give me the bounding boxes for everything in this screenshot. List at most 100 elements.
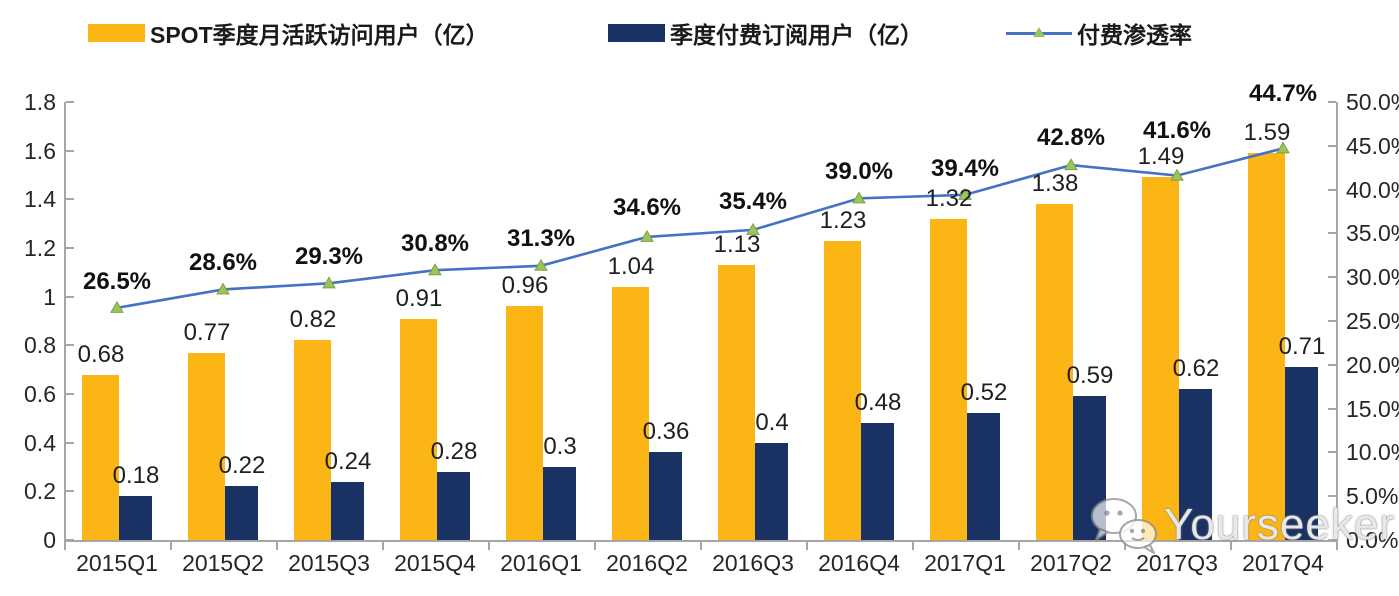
x-axis-tick — [382, 542, 384, 550]
x-axis-tick — [488, 542, 490, 550]
right-axis-tick-label: 25.0% — [1346, 308, 1399, 334]
left-axis-tick-label: 1.4 — [24, 186, 56, 213]
bar-label-mau: 0.96 — [501, 272, 549, 300]
left-axis-tick-label: 0 — [43, 527, 56, 553]
right-axis-tick-label: 10.0% — [1346, 439, 1399, 466]
left-axis-tick — [66, 247, 74, 249]
left-axis-line — [64, 102, 66, 540]
penetration-pct-label: 39.0% — [824, 158, 894, 186]
right-axis-tick-label: 35.0% — [1346, 220, 1399, 247]
x-axis-line — [64, 540, 1338, 542]
left-axis-tick-label: 0.4 — [24, 429, 56, 456]
x-axis-tick — [276, 542, 278, 550]
x-axis-category-label: 2017Q2 — [1030, 550, 1112, 576]
legend-label-subs: 季度付费订阅用户（亿） — [670, 22, 923, 48]
bar-label-subs: 0.52 — [960, 379, 1008, 407]
x-axis-category-label: 2016Q1 — [500, 550, 582, 576]
right-axis-tick — [1328, 188, 1336, 191]
x-axis-category-label: 2016Q3 — [712, 550, 794, 576]
x-axis-tick — [170, 542, 172, 550]
legend-item-penetration: 付费渗透率 — [1006, 20, 1192, 48]
penetration-pct-label: 39.4% — [930, 154, 1000, 182]
bar-label-subs: 0.28 — [430, 437, 478, 465]
bar-label-subs: 0.24 — [324, 447, 372, 475]
x-axis-tick — [594, 542, 596, 550]
x-axis-tick — [1018, 542, 1020, 550]
bar-subs — [119, 496, 152, 540]
bar-subs — [331, 481, 364, 540]
x-axis-tick — [1230, 542, 1232, 550]
right-axis-tick-label: 30.0% — [1346, 264, 1399, 291]
right-axis-tick-label: 0.0% — [1346, 527, 1399, 553]
bar-subs — [1285, 367, 1318, 540]
left-axis-tick-label: 1.8 — [24, 89, 56, 115]
bar-subs — [861, 423, 894, 540]
penetration-pct-label: 31.3% — [506, 224, 576, 252]
right-axis-tick-label: 50.0% — [1346, 89, 1399, 115]
line-marker-icon — [216, 282, 230, 295]
bar-label-mau: 0.77 — [183, 318, 231, 346]
left-axis-tick — [66, 393, 74, 395]
left-axis-tick — [66, 295, 74, 298]
x-axis-tick — [806, 542, 808, 550]
right-axis-tick — [1328, 320, 1336, 322]
bar-label-subs: 0.62 — [1172, 355, 1220, 383]
bar-label-mau: 1.04 — [607, 252, 655, 280]
bar-label-mau: 0.91 — [395, 284, 443, 312]
legend-item-mau: SPOT季度月活跃访问用户（亿） — [88, 20, 489, 48]
penetration-pct-label: 42.8% — [1036, 124, 1106, 152]
left-axis-tick — [66, 344, 74, 347]
right-axis-tick — [1328, 144, 1336, 147]
left-axis-tick — [66, 149, 74, 152]
right-axis-tick-label: 5.0% — [1346, 483, 1399, 510]
bar-label-subs: 0.3 — [543, 433, 577, 460]
bar-subs — [1179, 389, 1212, 540]
right-axis-tick — [1328, 451, 1336, 454]
x-axis-category-label: 2016Q4 — [818, 550, 900, 576]
x-axis-tick — [1124, 542, 1126, 550]
bar-subs — [543, 467, 576, 540]
x-axis-category-label: 2015Q1 — [76, 550, 158, 576]
left-axis-tick — [66, 101, 74, 103]
right-axis-tick-label: 15.0% — [1346, 395, 1399, 422]
penetration-line — [116, 147, 1284, 310]
line-marker-icon — [1064, 158, 1078, 171]
right-axis-tick — [1328, 363, 1336, 366]
left-axis-tick — [66, 198, 74, 201]
subs-series-swatch — [608, 24, 665, 42]
mau-series-swatch — [88, 24, 145, 42]
bar-label-subs: 0.4 — [755, 408, 789, 436]
line-marker-icon — [640, 229, 654, 242]
left-axis-tick-label: 1 — [43, 283, 56, 310]
x-axis-tick — [64, 542, 66, 550]
left-axis-tick — [66, 490, 74, 493]
bar-label-subs: 0.48 — [854, 389, 902, 417]
legend-item-subs: 季度付费订阅用户（亿） — [608, 20, 923, 48]
watermark-text: Yourseeker — [1164, 500, 1395, 549]
bar-label-mau: 1.59 — [1243, 119, 1291, 147]
right-axis-tick — [1328, 232, 1336, 235]
left-axis-tick — [66, 441, 74, 444]
penetration-pct-label: 30.8% — [400, 230, 470, 258]
left-axis-tick-label: 0.2 — [24, 478, 56, 505]
bar-label-mau: 0.68 — [77, 340, 125, 368]
bar-mau — [506, 306, 543, 540]
bar-subs — [967, 413, 1000, 540]
x-axis-category-label: 2016Q2 — [606, 550, 688, 576]
left-axis-tick-label: 1.6 — [24, 137, 56, 164]
bar-mau — [188, 352, 225, 540]
x-axis-tick — [912, 542, 914, 550]
left-axis-tick-label: 0.8 — [24, 332, 56, 359]
x-axis-category-label: 2017Q3 — [1136, 550, 1218, 576]
left-axis-tick-label: 1.2 — [24, 235, 56, 261]
legend-label-mau: SPOT季度月活跃访问用户（亿） — [150, 22, 489, 48]
penetration-pct-label: 44.7% — [1248, 80, 1318, 108]
penetration-line-swatch — [1006, 24, 1072, 42]
bar-label-mau: 0.82 — [289, 306, 337, 334]
x-axis-category-label: 2015Q2 — [182, 550, 264, 576]
bar-label-mau: 1.13 — [713, 231, 761, 259]
bar-mau — [82, 374, 119, 540]
bar-subs — [649, 452, 682, 540]
x-axis-category-label: 2017Q1 — [924, 550, 1006, 576]
